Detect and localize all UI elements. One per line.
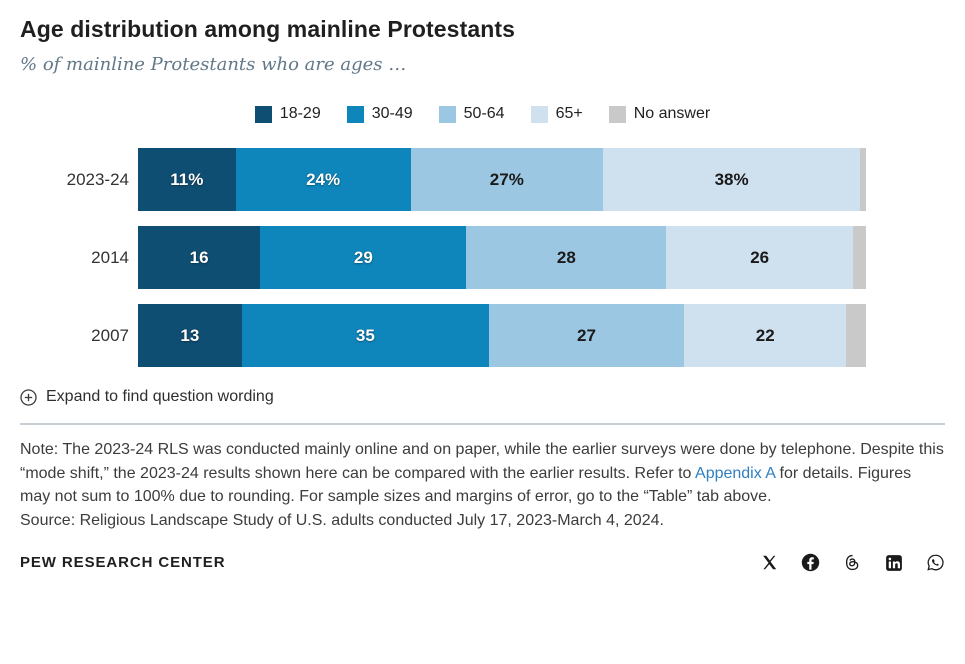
legend-label: No answer (633, 105, 711, 122)
segment-value-label: 16 (189, 247, 209, 267)
legend-item-30-49: 30-49 (346, 105, 413, 123)
linkedin-icon[interactable] (885, 554, 903, 572)
legend-label: 18-29 (279, 105, 321, 122)
bar-segment-18-29: 16 (138, 226, 261, 289)
bar-segment-50-64: 28 (466, 226, 667, 289)
bar-segment-18-29: 13 (138, 304, 242, 367)
year-label: 2023-24 (66, 169, 129, 189)
chart-row-2007: 2007 13 35 27 22 (20, 304, 866, 367)
chart-subtitle: % of mainline Protestants who are ages … (20, 54, 407, 75)
stacked-bar-chart: 2023-24 11% 24% 27% 38% 2014 16 29 28 26 2007 13 35 2… (20, 148, 867, 367)
bar-segment-65+: 38% (603, 148, 861, 211)
legend-item-50-64: 50-64 (438, 105, 505, 123)
segment-value-label: 11% (170, 169, 204, 189)
source-text: Source: Religious Landscape Study of U.S… (20, 511, 664, 529)
bar-segment-30-49: 29 (260, 226, 467, 289)
whatsapp-icon[interactable] (926, 553, 945, 572)
year-label: 2014 (91, 247, 129, 267)
legend-label: 30-49 (371, 105, 413, 122)
facebook-icon[interactable] (801, 553, 820, 572)
bar-segment-no-answer (846, 304, 866, 367)
pew-research-center-logo: PEW RESEARCH CENTER (20, 554, 226, 572)
page-title: Age distribution among mainline Protesta… (20, 16, 516, 42)
legend-swatch (254, 105, 272, 123)
segment-value-label: 13 (180, 325, 200, 345)
note-after: for details. Figures may not sum to 100%… (20, 464, 912, 506)
legend-label: 50-64 (463, 105, 505, 122)
stacked-bar: 16 29 28 26 (138, 226, 867, 289)
chart-row-2023-24: 2023-24 11% 24% 27% 38% (20, 148, 866, 211)
segment-value-label: 28 (556, 247, 576, 267)
note-text: Note: The 2023-24 RLS was conducted main… (20, 438, 945, 509)
bar-segment-no-answer (860, 148, 866, 211)
expand-question-wording-button[interactable]: Expand to find question wording (20, 388, 274, 406)
expand-label: Expand to find question wording (46, 388, 274, 405)
bar-segment-18-29: 11% (138, 148, 236, 211)
legend-swatch (608, 105, 626, 123)
bar-segment-30-49: 24% (235, 148, 411, 211)
legend-item-18-29: 18-29 (254, 105, 321, 123)
bar-segment-65+: 26 (666, 226, 854, 289)
bar-segment-50-64: 27 (488, 304, 684, 367)
appendix-a-link[interactable]: Appendix A (695, 464, 776, 482)
segment-value-label: 22 (755, 325, 775, 345)
legend-swatch (530, 105, 548, 123)
segment-value-label: 26 (750, 247, 770, 267)
legend-swatch (346, 105, 364, 123)
legend-swatch (438, 105, 456, 123)
bar-segment-65+: 22 (684, 304, 847, 367)
legend-item-65+: 65+ (530, 105, 583, 123)
segment-value-label: 27 (577, 325, 596, 345)
bar-segment-no-answer (853, 226, 867, 289)
bar-segment-50-64: 27% (410, 148, 604, 211)
legend-item-no-answer: No answer (608, 105, 711, 123)
stacked-bar: 13 35 27 22 (138, 304, 866, 367)
social-share-bar (761, 553, 945, 572)
chart-row-2014: 2014 16 29 28 26 (20, 226, 867, 289)
note-before: Note: The 2023-24 RLS was conducted main… (20, 441, 944, 482)
legend-label: 65+ (555, 105, 583, 122)
divider (20, 423, 945, 425)
segment-value-label: 24% (306, 169, 341, 189)
x-twitter-icon[interactable] (761, 554, 778, 571)
stacked-bar: 11% 24% 27% 38% (138, 148, 866, 211)
segment-value-label: 27% (489, 169, 524, 189)
year-label: 2007 (91, 325, 129, 345)
bar-segment-30-49: 35 (241, 304, 489, 367)
chart-legend: 18-29 30-49 50-64 65+ No answer (20, 105, 945, 123)
segment-value-label: 38% (714, 169, 749, 189)
segment-value-label: 35 (355, 325, 375, 345)
circle-plus-icon (20, 388, 37, 406)
segment-value-label: 29 (353, 247, 373, 267)
threads-icon[interactable] (843, 553, 862, 572)
